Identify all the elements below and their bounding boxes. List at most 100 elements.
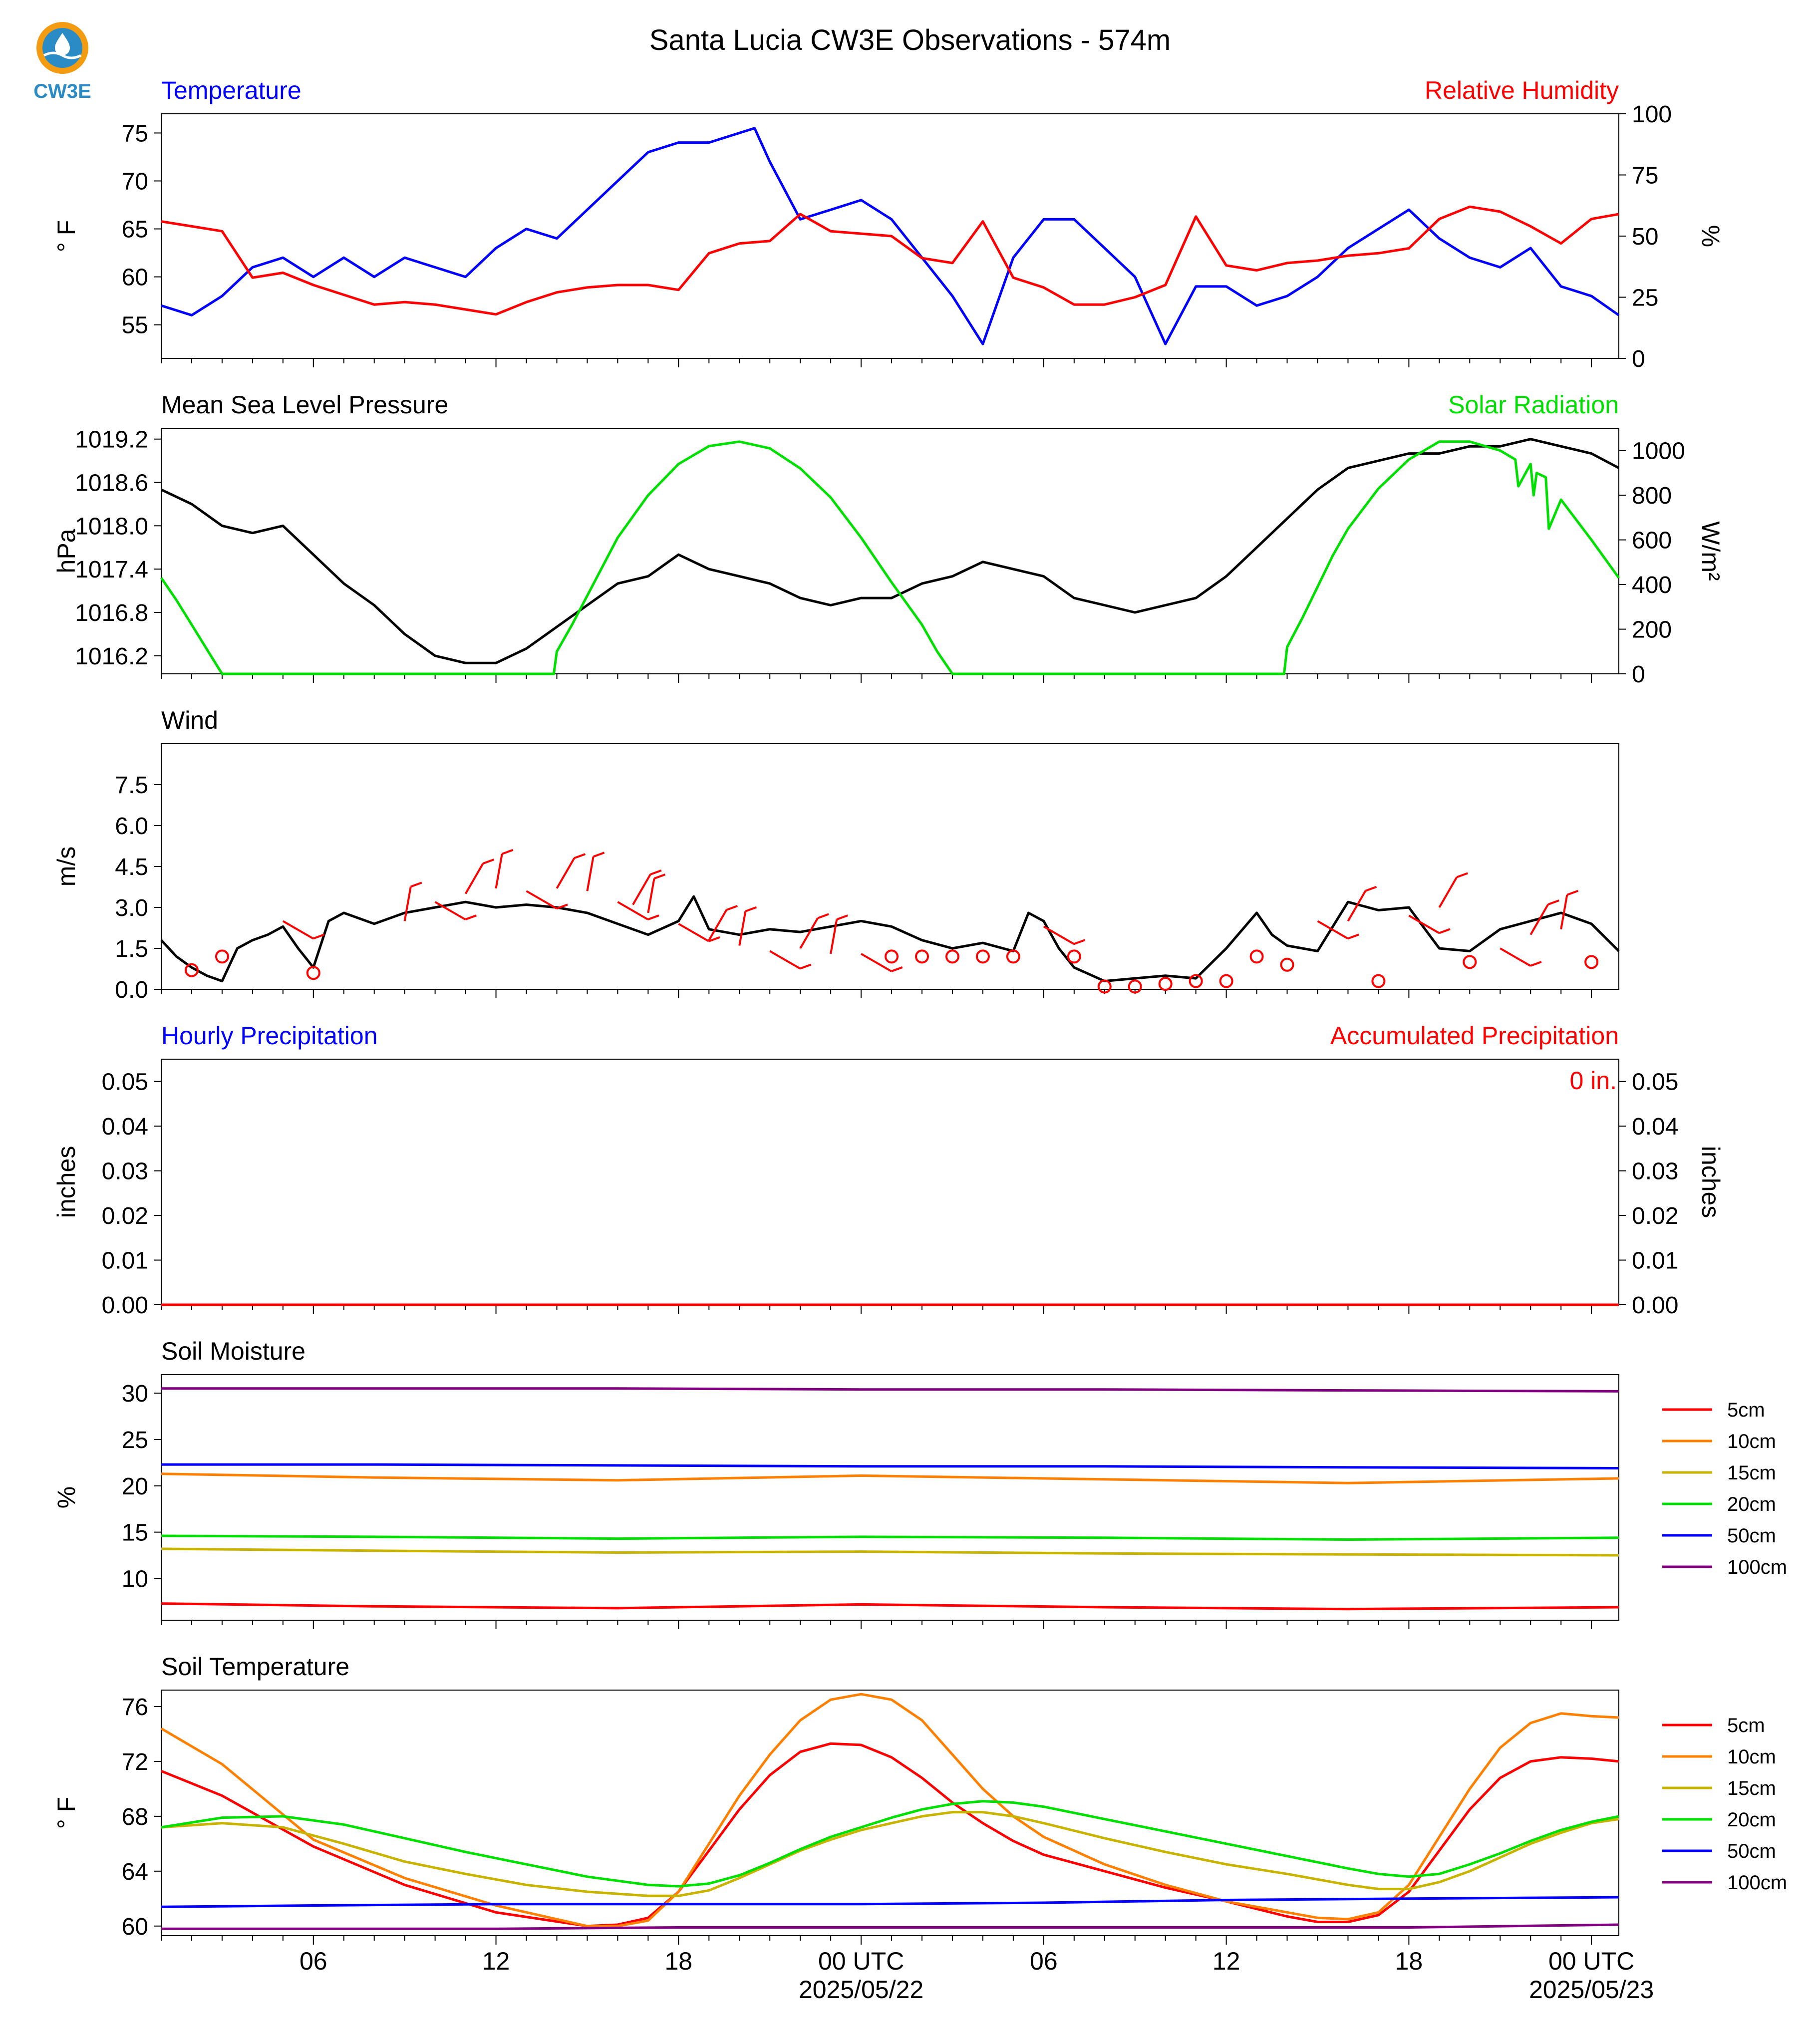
y-left-tick-label: 60: [122, 1914, 148, 1940]
y-right-tick-label: 0.01: [1632, 1248, 1678, 1274]
wind-barb: [830, 919, 838, 954]
panel-frame: [161, 1374, 1619, 1621]
wind-barb-flag: [465, 914, 477, 920]
series-line-20cm: [161, 1800, 1619, 1888]
y-left-tick-label: 1017.4: [75, 557, 148, 583]
wind-barb-calm: [1189, 974, 1203, 988]
wind-barb-calm: [1128, 979, 1142, 994]
y-left-tick-label: 3.0: [115, 895, 148, 921]
wind-barb-flag: [1530, 961, 1542, 967]
wind-barb: [1500, 947, 1531, 967]
series-line-mean-sea-level-pressure: [160, 438, 1620, 664]
wind-barb-flag: [1073, 939, 1086, 945]
wind-barb-calm: [945, 949, 959, 964]
cw3e-logo: CW3E: [30, 18, 100, 103]
legend-label: 50cm: [1727, 1840, 1776, 1862]
y-left-axis-label: hPa: [52, 529, 80, 573]
wind-barb: [526, 890, 558, 909]
wind-barb-flag: [891, 966, 903, 972]
legend-label: 5cm: [1727, 1399, 1765, 1421]
chart-title: Santa Lucia CW3E Observations - 574m: [649, 24, 1171, 56]
x-tick-label: 06: [1030, 1947, 1058, 1975]
wind-barb-flag: [708, 936, 720, 942]
legend-label: 10cm: [1727, 1746, 1776, 1768]
wind-barb-calm: [1371, 974, 1386, 988]
y-right-tick-label: 0: [1632, 661, 1645, 688]
legend-label: 20cm: [1727, 1809, 1776, 1831]
y-left-tick-label: 1016.8: [75, 600, 148, 626]
series-line-solar-radiation: [160, 440, 1620, 675]
wind-barb-calm: [1249, 949, 1264, 964]
y-left-tick-label: 1.5: [115, 936, 148, 962]
series-line-15cm: [161, 1811, 1619, 1897]
y-left-tick-label: 0.03: [102, 1159, 148, 1185]
x-tick-label: 18: [665, 1947, 693, 1975]
y-right-tick-label: 100: [1632, 101, 1672, 128]
wind-barb-calm: [975, 949, 990, 964]
wind-barb: [434, 901, 466, 920]
series-line-100cm: [161, 1923, 1619, 1930]
wind-barb: [1438, 876, 1458, 908]
y-left-tick-label: 7.5: [115, 772, 148, 799]
wind-barb: [769, 950, 801, 970]
x-tick-label: 06: [300, 1947, 327, 1975]
y-left-tick-label: 1018.6: [75, 470, 148, 497]
wind-barb-flag: [800, 963, 812, 970]
series-line-temperature: [161, 127, 1620, 345]
y-right-tick-label: 0.00: [1632, 1292, 1678, 1319]
y-right-tick-label: 1000: [1632, 438, 1685, 465]
y-left-tick-label: 10: [122, 1566, 148, 1592]
wind-barb-flag: [1547, 899, 1559, 905]
series-line-100cm: [161, 1387, 1619, 1393]
panel-title-right: Relative Humidity: [1425, 76, 1619, 104]
y-left-tick-label: 72: [122, 1749, 148, 1775]
y-right-tick-label: 400: [1632, 572, 1672, 598]
legend-label: 100cm: [1727, 1872, 1787, 1894]
series-line-15cm: [161, 1547, 1619, 1557]
y-left-tick-label: 65: [122, 217, 148, 243]
wind-barb-calm: [1584, 955, 1599, 969]
y-right-axis-label: W/m²: [1697, 521, 1725, 580]
y-right-tick-label: 0: [1632, 346, 1645, 372]
y-left-axis-label: ° F: [52, 220, 80, 252]
wind-barb-flag: [593, 852, 605, 858]
y-left-axis-label: %: [52, 1486, 80, 1508]
series-line-50cm: [161, 1463, 1619, 1469]
wind-barb: [282, 920, 314, 940]
wind-barb-calm: [1280, 957, 1294, 972]
series-line-wind: [160, 895, 1620, 983]
y-left-tick-label: 0.00: [102, 1292, 148, 1319]
wind-barb-flag: [650, 869, 662, 875]
series-line-20cm: [161, 1534, 1619, 1541]
y-left-tick-label: 30: [122, 1381, 148, 1407]
panel-title-right: Solar Radiation: [1448, 391, 1619, 419]
panel-title-left: Mean Sea Level Pressure: [161, 391, 448, 419]
wind-barb-flag: [312, 933, 325, 940]
series-line-50cm: [161, 1896, 1619, 1908]
y-left-tick-label: 1018.0: [75, 513, 148, 540]
y-left-tick-label: 70: [122, 169, 148, 195]
y-left-tick-label: 0.02: [102, 1203, 148, 1229]
wind-barb-calm: [1158, 977, 1173, 991]
legend-label: 15cm: [1727, 1777, 1776, 1799]
series-line-10cm: [161, 1472, 1619, 1484]
wind-barb: [1560, 894, 1568, 930]
wind-barb-calm: [915, 949, 929, 964]
wind-barb: [586, 856, 595, 891]
chart-panels: Temperature Relative Humidity 55 60 65 70 75 ° …: [52, 76, 1787, 2004]
wind-barb-calm: [1006, 949, 1020, 964]
wind-barb-flag: [502, 849, 514, 855]
logo-wave-icon: [43, 51, 82, 59]
y-left-tick-label: 75: [122, 120, 148, 147]
panel-title-left: Soil Temperature: [161, 1653, 349, 1681]
panel-frame: [161, 743, 1619, 990]
panel-4: Hourly Precipitation Accumulated Precipit…: [52, 1022, 1725, 1319]
wind-barb-flag: [410, 881, 422, 888]
y-left-tick-label: 64: [122, 1859, 148, 1885]
y-right-tick-label: 0.04: [1632, 1114, 1678, 1140]
wind-barb: [1043, 925, 1075, 945]
wind-barb-calm: [215, 949, 229, 964]
panel-frame: [161, 428, 1619, 674]
y-right-axis-label: inches: [1697, 1146, 1725, 1218]
